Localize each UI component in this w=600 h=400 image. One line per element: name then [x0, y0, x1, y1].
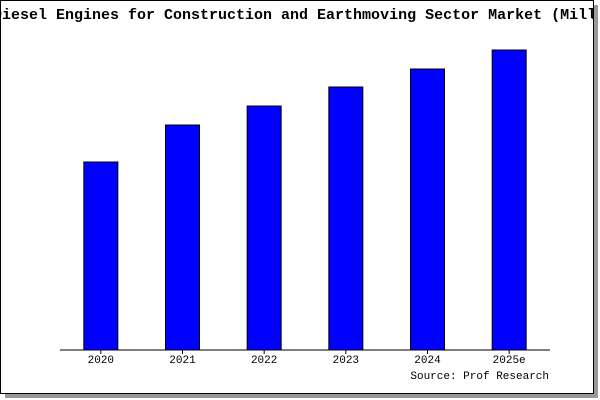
- chart-title: Diesel Engines for Construction and Eart…: [0, 7, 596, 24]
- x-tick-label: 2020: [88, 355, 114, 367]
- bar: [328, 86, 364, 351]
- bar: [83, 161, 119, 351]
- x-tick-label: 2021: [169, 355, 196, 367]
- title-clip: Diesel Engines for Construction and Eart…: [0, 7, 596, 24]
- bar: [491, 49, 527, 351]
- x-tick-label: 2022: [251, 355, 277, 367]
- x-tick-label: 2024: [414, 355, 441, 367]
- x-tick-label: 2023: [333, 355, 359, 367]
- bar: [165, 124, 200, 351]
- x-tick-label: 2025e: [493, 355, 526, 367]
- source: Source: Prof Research: [410, 371, 549, 383]
- bar: [410, 68, 445, 351]
- bar: [246, 105, 282, 351]
